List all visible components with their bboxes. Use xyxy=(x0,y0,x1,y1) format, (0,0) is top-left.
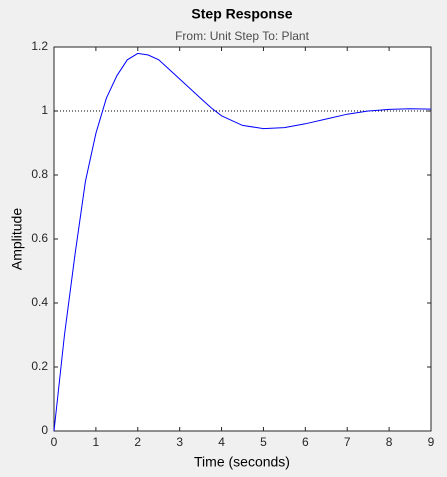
x-tick-label: 6 xyxy=(302,435,309,449)
y-tick-label: 0.6 xyxy=(31,231,48,245)
x-tick-label: 0 xyxy=(51,435,58,449)
chart-title: Step Response xyxy=(191,6,292,22)
x-tick-label: 8 xyxy=(386,435,393,449)
y-tick-label: 0 xyxy=(41,423,48,437)
x-tick-label: 7 xyxy=(344,435,351,449)
x-tick-label: 3 xyxy=(176,435,183,449)
y-tick-label: 0.4 xyxy=(31,295,48,309)
response-line xyxy=(53,52,432,432)
x-tick-label: 1 xyxy=(93,435,100,449)
plot-area xyxy=(53,46,432,432)
x-axis-label: Time (seconds) xyxy=(194,454,290,470)
y-tick-label: 0.2 xyxy=(31,359,48,373)
x-tick-label: 4 xyxy=(218,435,225,449)
y-tick-label: 1.2 xyxy=(31,39,48,53)
y-axis-label: Amplitude xyxy=(9,208,25,270)
x-tick-label: 5 xyxy=(260,435,267,449)
chart-subtitle: From: Unit Step To: Plant xyxy=(175,29,310,43)
x-tick-label: 9 xyxy=(428,435,435,449)
y-tick-label: 1 xyxy=(41,103,48,117)
y-tick-label: 0.8 xyxy=(31,167,48,181)
x-tick-label: 2 xyxy=(134,435,141,449)
